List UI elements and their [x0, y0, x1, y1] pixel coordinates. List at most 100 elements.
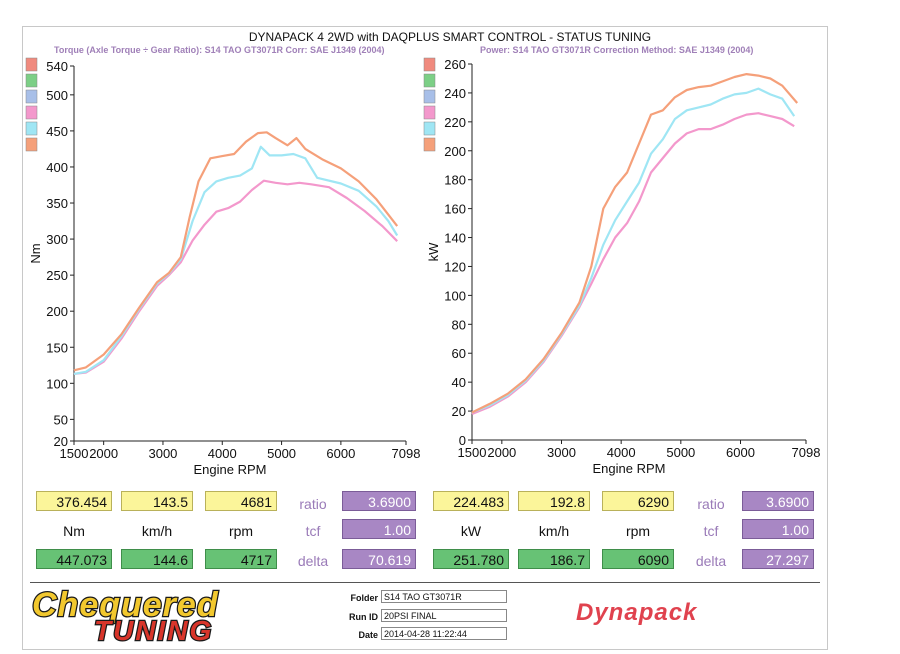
rpm-unit-label: rpm	[625, 523, 651, 539]
legend-swatch	[423, 73, 436, 88]
legend-swatch	[25, 57, 38, 72]
delta-label: delta	[695, 553, 727, 569]
legend-swatch	[423, 121, 436, 136]
x-tick-label: 6000	[326, 446, 355, 461]
tcf-label: tcf	[703, 523, 719, 539]
runid-value: 20PSI FINAL	[381, 609, 507, 622]
x-tick-label: 5000	[267, 446, 296, 461]
series-line-3	[73, 131, 399, 372]
x-tick-label: 4000	[607, 445, 636, 460]
x-tick-label: 3000	[148, 446, 177, 461]
y-tick-label: 300	[46, 232, 68, 247]
legend-swatch	[25, 105, 38, 120]
tcf-value: 1.00	[742, 519, 814, 539]
page-title: DYNAPACK 4 2WD with DAQPLUS SMART CONTRO…	[248, 30, 652, 44]
power-peak-value: 251.780	[433, 549, 509, 569]
y-tick-label: 450	[46, 124, 68, 139]
date-label: Date	[358, 630, 378, 640]
y-tick-label: 200	[444, 144, 466, 159]
y-tick-label: 60	[452, 346, 466, 361]
y-tick-label: 100	[46, 376, 68, 391]
x-tick-label: 3000	[547, 445, 576, 460]
logo-line1: Chequered	[32, 588, 219, 624]
date-value: 2014-04-28 11:22:44	[381, 627, 507, 640]
y-tick-label: 0	[459, 433, 466, 448]
y-tick-label: 80	[452, 317, 466, 332]
x-tick-label: 1500	[458, 445, 487, 460]
y-tick-label: 500	[46, 88, 68, 103]
runid-label: Run ID	[349, 612, 378, 622]
x-tick-label: 2000	[89, 446, 118, 461]
rpm-current-value: 6290	[602, 491, 674, 511]
y-tick-label: 540	[46, 59, 68, 74]
speed-current-value: 143.5	[121, 491, 193, 511]
series-line-2	[73, 145, 399, 375]
y-tick-label: 250	[46, 268, 68, 283]
y-tick-label: 50	[54, 412, 68, 427]
legend-swatch	[423, 57, 436, 72]
y-tick-label: 400	[46, 160, 68, 175]
rpm-current-value: 4681	[205, 491, 277, 511]
ratio-value: 3.6900	[342, 491, 416, 511]
y-axis-label: Nm	[28, 243, 43, 263]
power-current-value: 224.483	[433, 491, 509, 511]
power-unit-label: kW	[460, 523, 482, 539]
rpm-peak-value: 4717	[205, 549, 277, 569]
torque-current-value: 376.454	[36, 491, 112, 511]
y-tick-label: 200	[46, 304, 68, 319]
tcf-value: 1.00	[342, 519, 416, 539]
legend-swatch	[25, 137, 38, 152]
legend-swatch	[25, 121, 38, 136]
ratio-value: 3.6900	[742, 491, 814, 511]
speed-unit-label: km/h	[141, 523, 173, 539]
x-tick-label: 1500	[60, 446, 89, 461]
ratio-label: ratio	[299, 496, 327, 512]
torque-unit-label: Nm	[63, 523, 85, 539]
y-tick-label: 240	[444, 86, 466, 101]
brand-text: Dynapack	[576, 599, 698, 626]
y-tick-label: 20	[452, 404, 466, 419]
dynapack-logo: Dynapack	[576, 599, 698, 626]
folder-label: Folder	[350, 593, 378, 603]
rpm-peak-value: 6090	[602, 549, 674, 569]
torque-chart-subtitle: Torque (Axle Torque ÷ Gear Ratio): S14 T…	[54, 45, 385, 55]
y-tick-label: 120	[444, 259, 466, 274]
x-tick-label: 7098	[792, 445, 821, 460]
y-tick-label: 40	[452, 375, 466, 390]
y-tick-label: 20	[54, 434, 68, 449]
legend-swatch	[423, 137, 436, 152]
rpm-unit-label: rpm	[228, 523, 254, 539]
x-tick-label: 2000	[487, 445, 516, 460]
x-tick-label: 6000	[726, 445, 755, 460]
speed-unit-label: km/h	[538, 523, 570, 539]
legend-swatch	[25, 89, 38, 104]
y-tick-label: 350	[46, 196, 68, 211]
legend-swatch	[423, 105, 436, 120]
y-tick-label: 220	[444, 115, 466, 130]
ratio-label: ratio	[697, 496, 725, 512]
power-chart-subtitle: Power: S14 TAO GT3071R Correction Method…	[480, 45, 754, 55]
y-tick-label: 100	[444, 288, 466, 303]
folder-value: S14 TAO GT3071R	[381, 590, 507, 603]
logo-line2: TUNING	[94, 615, 213, 644]
y-tick-label: 150	[46, 340, 68, 355]
legend-swatch	[25, 73, 38, 88]
x-axis-label: Engine RPM	[593, 461, 666, 476]
series-line-3	[471, 72, 799, 414]
y-tick-label: 160	[444, 202, 466, 217]
y-tick-label: 260	[444, 57, 466, 72]
delta-value: 70.619	[342, 549, 416, 569]
speed-peak-value: 144.6	[121, 549, 193, 569]
tcf-label: tcf	[305, 523, 321, 539]
torque-peak-value: 447.073	[36, 549, 112, 569]
x-tick-label: 4000	[208, 446, 237, 461]
series-line-1	[73, 179, 398, 375]
y-tick-label: 140	[444, 231, 466, 246]
x-tick-label: 7098	[392, 446, 421, 461]
x-tick-label: 5000	[666, 445, 695, 460]
chequered-tuning-logo: Chequered TUNING	[31, 588, 219, 644]
series-line-2	[471, 87, 796, 414]
delta-value: 27.297	[742, 549, 814, 569]
y-tick-label: 180	[444, 173, 466, 188]
